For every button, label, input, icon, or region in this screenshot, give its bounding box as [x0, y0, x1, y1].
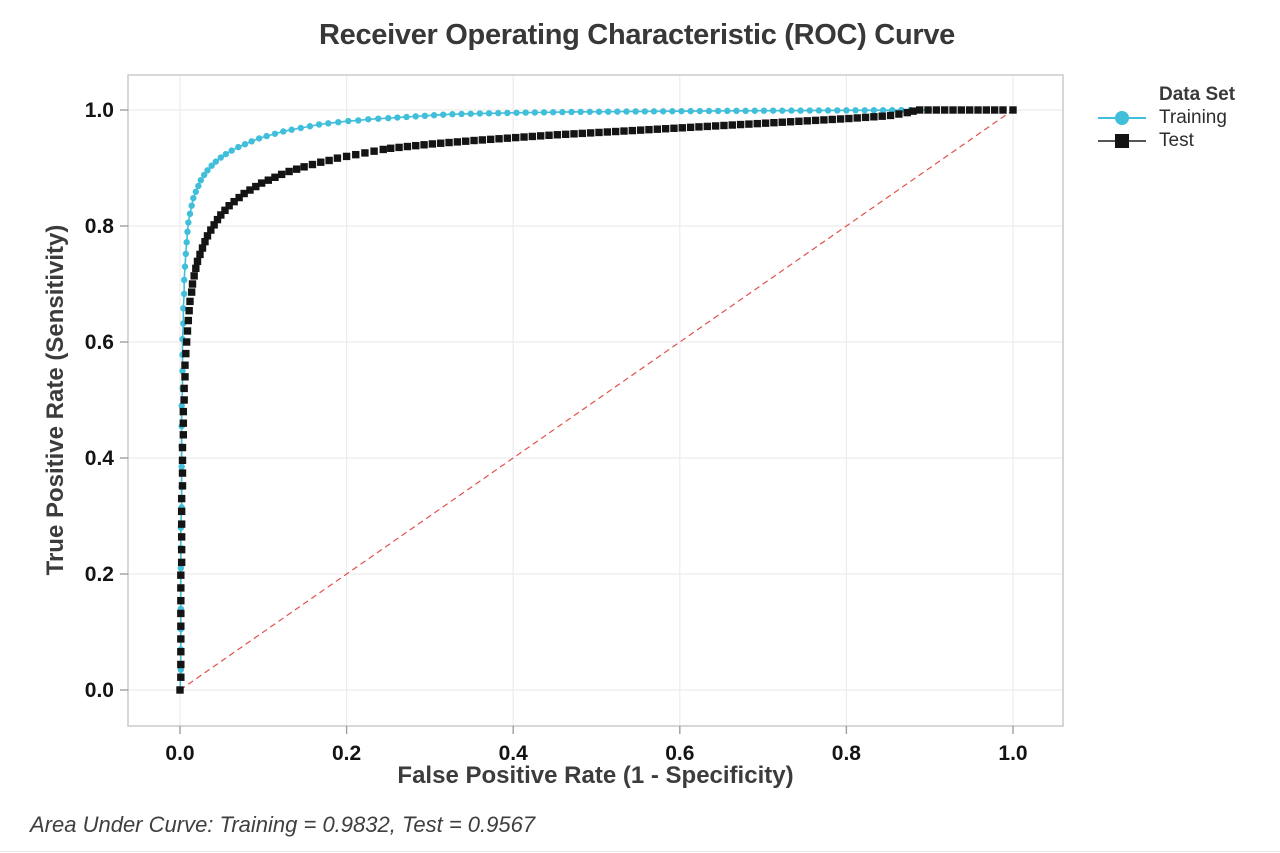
legend-item-training[interactable]: Training [1098, 106, 1235, 129]
chart-title: Receiver Operating Characteristic (ROC) … [319, 19, 955, 51]
svg-text:1.0: 1.0 [85, 99, 114, 122]
svg-text:0.2: 0.2 [332, 742, 361, 765]
training-line-marker-icon [1098, 110, 1146, 125]
legend-item-test[interactable]: Test [1098, 129, 1235, 152]
y-axis-label: True Positive Rate (Sensitivity) [42, 224, 69, 576]
svg-text:0.8: 0.8 [832, 742, 862, 765]
svg-text:1.0: 1.0 [998, 742, 1027, 765]
legend-label-training: Training [1159, 107, 1227, 128]
window-bottom-edge [0, 851, 1280, 852]
svg-text:0.6: 0.6 [665, 742, 694, 765]
legend-title: Data Set [1159, 84, 1236, 105]
svg-text:0.0: 0.0 [165, 742, 194, 765]
svg-text:0.2: 0.2 [85, 563, 114, 586]
svg-text:0.4: 0.4 [499, 742, 529, 765]
svg-text:0.4: 0.4 [85, 447, 115, 470]
svg-text:0.0: 0.0 [85, 679, 114, 702]
svg-text:0.8: 0.8 [85, 215, 115, 238]
test-line-marker-icon [1098, 133, 1146, 148]
x-axis-label: False Positive Rate (1 - Specificity) [397, 762, 794, 789]
legend-label-test: Test [1159, 130, 1194, 151]
svg-text:0.6: 0.6 [85, 331, 114, 354]
auc-footnote: Area Under Curve: Training = 0.9832, Tes… [30, 812, 536, 837]
legend: Data Set Training Test [1098, 84, 1235, 152]
